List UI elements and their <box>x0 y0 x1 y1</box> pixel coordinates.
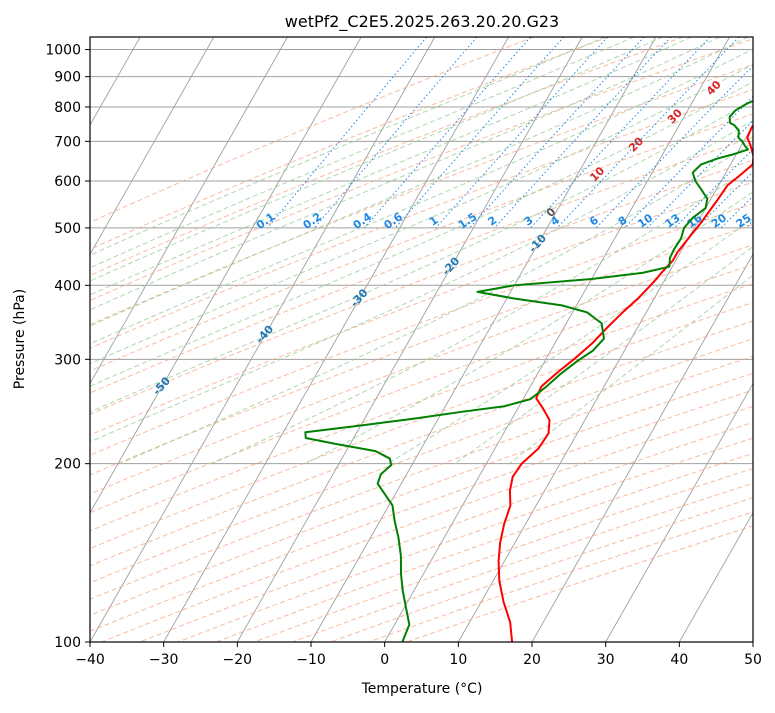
y-tick-label: 1000 <box>45 43 81 59</box>
x-tick-label: 50 <box>744 652 762 668</box>
y-tick-label: 300 <box>54 352 81 368</box>
y-tick-label: 400 <box>54 278 81 294</box>
x-tick-label: −30 <box>149 652 179 668</box>
y-tick-label: 100 <box>54 635 81 651</box>
chart-title: wetPf2_C2E5.2025.263.20.20.G23 <box>285 12 559 32</box>
x-tick-label: −10 <box>296 652 326 668</box>
x-tick-label: 10 <box>449 652 467 668</box>
y-tick-label: 900 <box>54 70 81 86</box>
x-tick-label: 40 <box>670 652 688 668</box>
x-axis-title: Temperature (°C) <box>361 681 483 697</box>
y-tick-label: 800 <box>54 100 81 116</box>
y-axis-title: Pressure (hPa) <box>12 289 28 389</box>
y-tick-label: 500 <box>54 221 81 237</box>
x-tick-label: 20 <box>523 652 541 668</box>
y-tick-label: 600 <box>54 174 81 190</box>
y-tick-label: 700 <box>54 134 81 150</box>
y-tick-label: 200 <box>54 457 81 473</box>
x-tick-label: 0 <box>380 652 389 668</box>
x-tick-label: −20 <box>223 652 253 668</box>
x-tick-label: −40 <box>75 652 105 668</box>
x-tick-label: 30 <box>597 652 615 668</box>
